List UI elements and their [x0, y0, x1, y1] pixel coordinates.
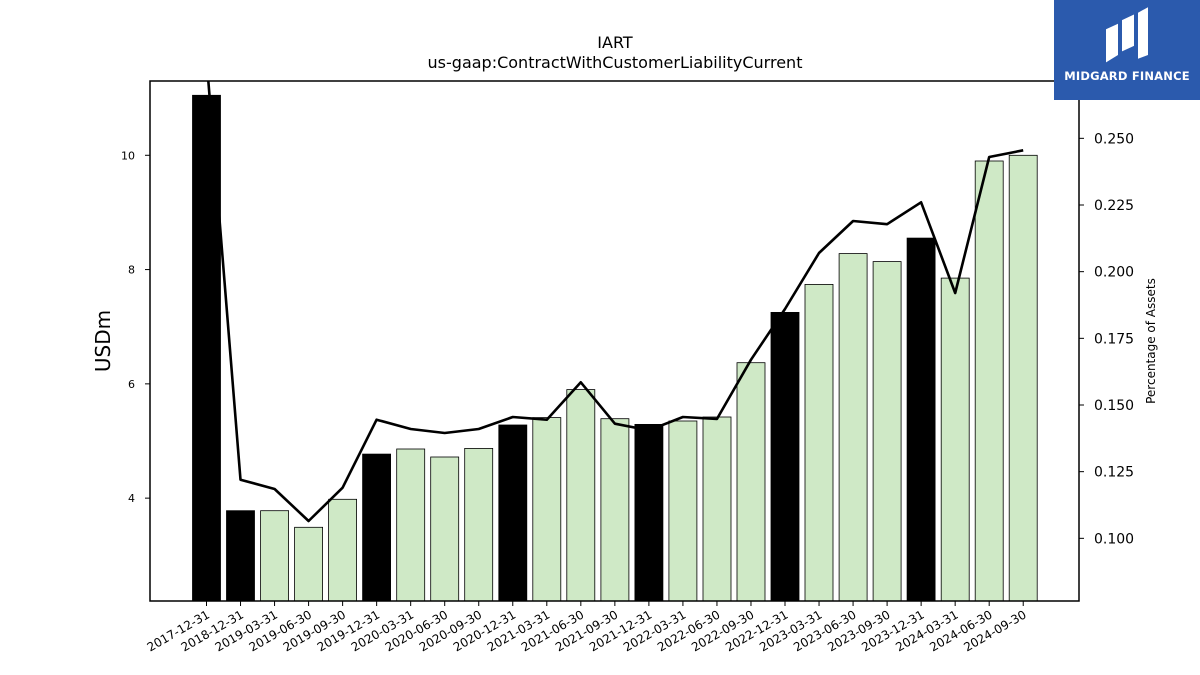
bar-2020-12-31	[498, 424, 528, 602]
bar-2022-03-31	[668, 420, 698, 602]
bar-2021-12-31	[634, 423, 664, 602]
bar-2019-12-31	[362, 453, 392, 602]
bar-2021-03-31	[532, 417, 562, 602]
y2-tick-label: 0.125	[1094, 465, 1134, 481]
y-axis-left: 4 6 8 10	[121, 149, 150, 505]
bar-2021-09-30	[600, 418, 630, 602]
line-percentage-of-assets	[207, 81, 1024, 523]
y-tick-label: 4	[128, 492, 135, 505]
bar-group	[192, 94, 1038, 602]
chart-title: IART	[597, 33, 633, 52]
bar-2022-12-31	[770, 311, 800, 602]
bar-2019-03-31	[260, 510, 290, 602]
bar-2024-06-30	[974, 160, 1004, 602]
chart-subtitle: us-gaap:ContractWithCustomerLiabilityCur…	[428, 53, 803, 72]
y-axis-label: USDm	[91, 310, 115, 372]
y-axis-right: 0.100 0.125 0.150 0.175 0.200 0.225 0.250	[1079, 131, 1134, 547]
bar-2018-12-31	[226, 510, 255, 602]
logo-mark-icon	[1106, 7, 1148, 63]
line-group	[207, 81, 1024, 523]
bar-2024-09-30	[1008, 154, 1038, 602]
y2-tick-label: 0.225	[1094, 198, 1134, 214]
bar-2022-09-30	[736, 362, 766, 602]
bar-2020-09-30	[464, 447, 494, 602]
brand-logo: MIDGARD FINANCE	[1054, 0, 1200, 100]
bar-2023-03-31	[804, 283, 834, 602]
x-axis: 2017-12-312018-12-312019-03-312019-06-30…	[145, 601, 1029, 654]
bar-2024-03-31	[940, 277, 970, 602]
y2-tick-label: 0.250	[1094, 131, 1134, 147]
bar-2019-06-30	[294, 526, 324, 602]
y2-tick-label: 0.175	[1094, 331, 1134, 347]
bar-2023-12-31	[906, 237, 936, 602]
bar-2023-06-30	[838, 253, 868, 602]
y-tick-label: 6	[128, 378, 135, 391]
y2-axis-label: Percentage of Assets	[1144, 278, 1158, 404]
y2-tick-label: 0.100	[1094, 531, 1134, 547]
bar-2021-06-30	[566, 389, 596, 602]
y2-tick-label: 0.200	[1094, 265, 1134, 281]
bar-2020-03-31	[396, 448, 426, 602]
logo-text: MIDGARD FINANCE	[1064, 69, 1190, 83]
y-tick-label: 10	[121, 149, 135, 162]
bar-2020-06-30	[430, 456, 460, 602]
bar-2019-09-30	[328, 498, 358, 602]
y-tick-label: 8	[128, 264, 135, 277]
bar-2023-09-30	[872, 261, 902, 602]
y2-tick-label: 0.150	[1094, 398, 1134, 414]
bar-2022-06-30	[702, 416, 732, 602]
